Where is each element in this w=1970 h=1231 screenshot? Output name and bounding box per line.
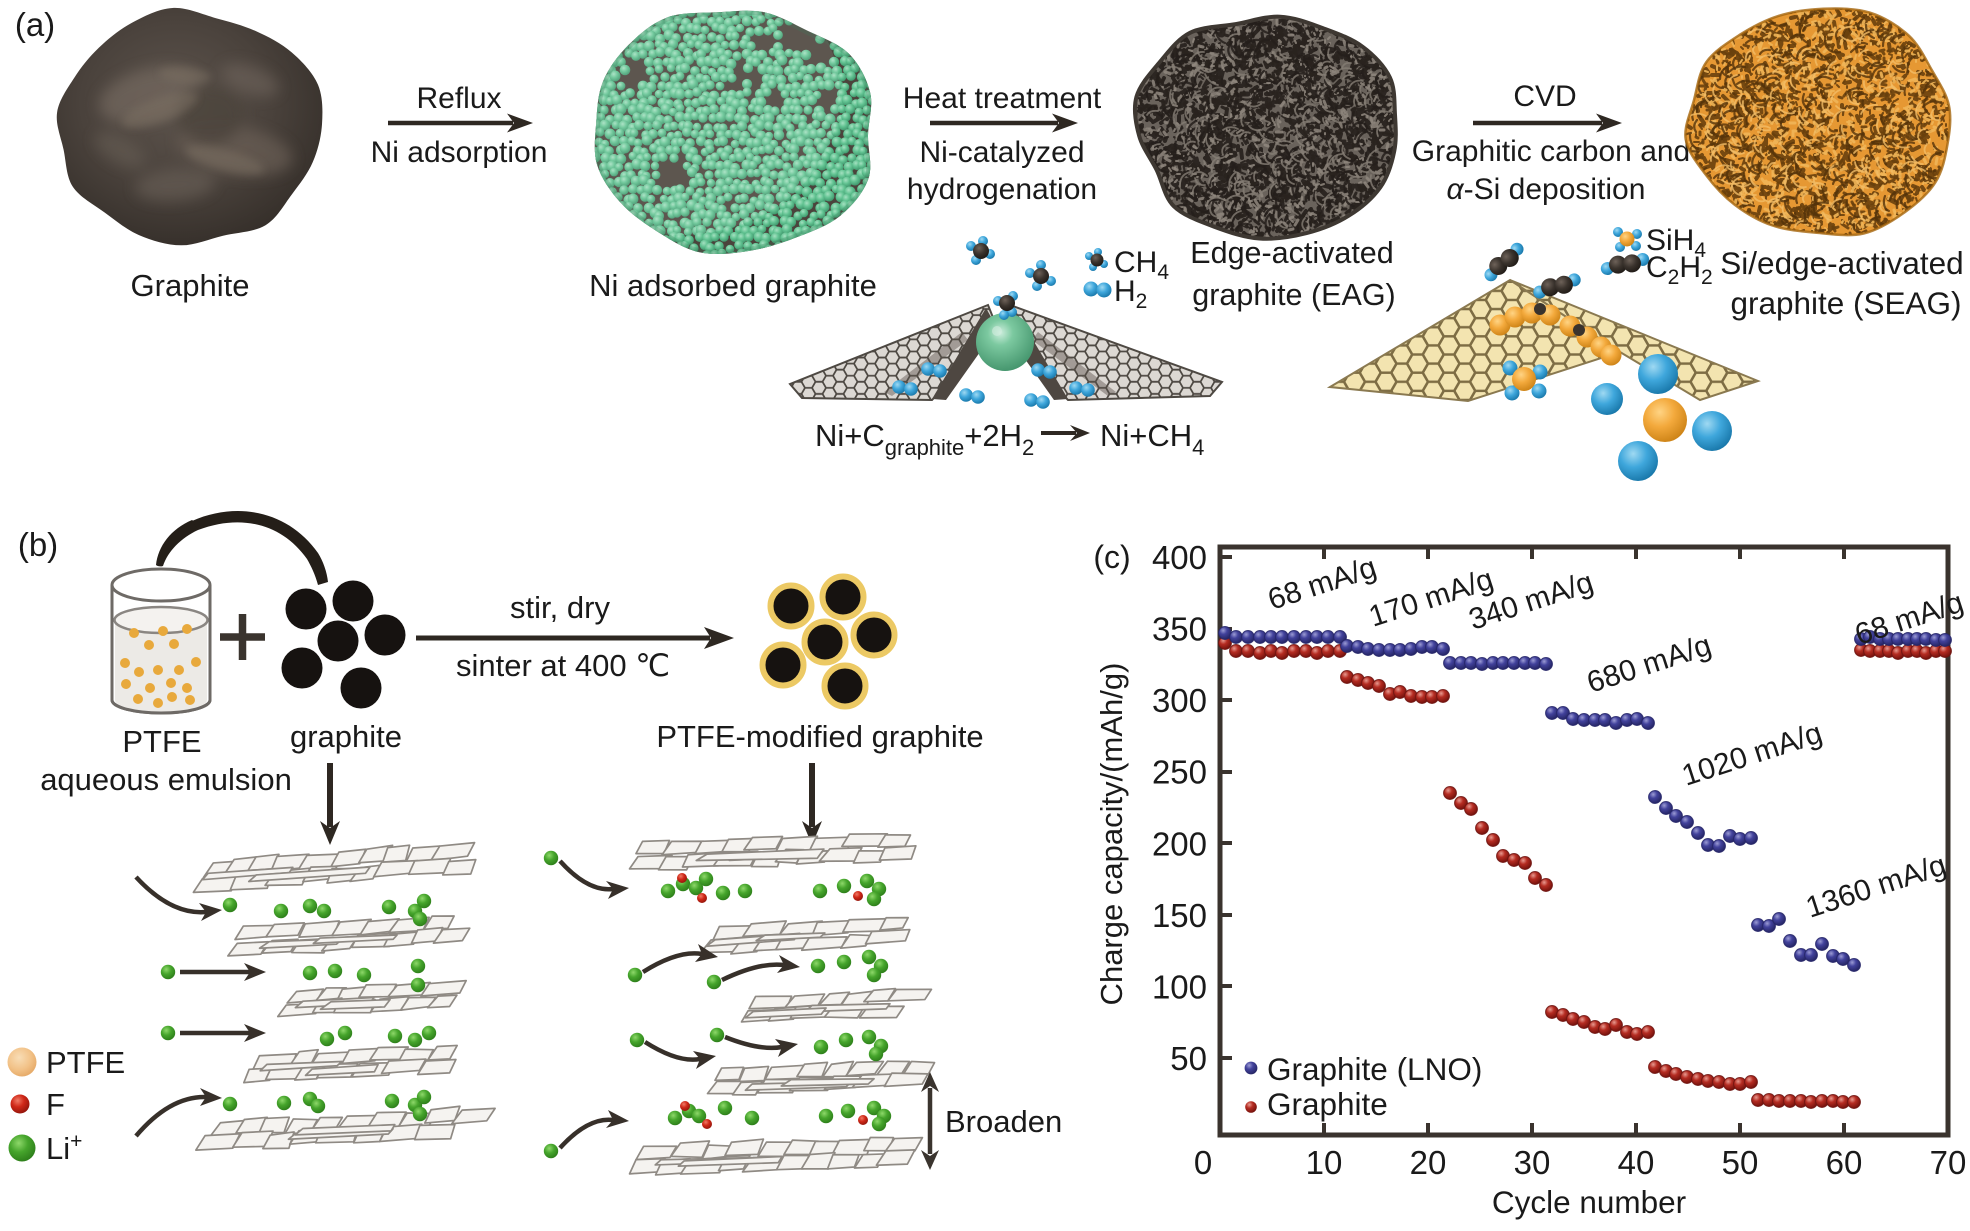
svg-text:graphite: graphite bbox=[290, 719, 402, 754]
svg-text:100: 100 bbox=[1152, 968, 1207, 1005]
svg-text:70: 70 bbox=[1930, 1144, 1967, 1181]
svg-text:0: 0 bbox=[1194, 1144, 1212, 1181]
svg-text:(b): (b) bbox=[18, 526, 58, 563]
svg-text:Cycle number: Cycle number bbox=[1492, 1184, 1686, 1220]
svg-text:350: 350 bbox=[1152, 611, 1207, 648]
svg-text:PTFE-modified graphite: PTFE-modified graphite bbox=[656, 719, 983, 754]
svg-text:PTFE: PTFE bbox=[122, 724, 201, 759]
svg-text:α-Si deposition: α-Si deposition bbox=[1447, 173, 1646, 206]
svg-text:graphite (SEAG): graphite (SEAG) bbox=[1730, 285, 1961, 321]
svg-text:Graphite (LNO): Graphite (LNO) bbox=[1267, 1051, 1482, 1087]
svg-text:60: 60 bbox=[1826, 1144, 1863, 1181]
svg-text:150: 150 bbox=[1152, 897, 1207, 934]
svg-text:400: 400 bbox=[1152, 539, 1207, 576]
svg-text:Reflux: Reflux bbox=[416, 82, 501, 115]
svg-text:10: 10 bbox=[1306, 1144, 1343, 1181]
svg-text:PTFE: PTFE bbox=[46, 1045, 125, 1080]
svg-text:(c): (c) bbox=[1093, 539, 1130, 575]
svg-text:Graphitic carbon and: Graphitic carbon and bbox=[1412, 135, 1691, 168]
svg-text:Si/edge-activated: Si/edge-activated bbox=[1720, 245, 1963, 281]
svg-text:Graphite: Graphite bbox=[1267, 1086, 1388, 1122]
svg-text:Heat treatment: Heat treatment bbox=[903, 82, 1102, 115]
svg-text:CVD: CVD bbox=[1513, 80, 1576, 113]
svg-text:stir, dry: stir, dry bbox=[510, 590, 610, 625]
svg-text:50: 50 bbox=[1170, 1040, 1207, 1077]
svg-text:300: 300 bbox=[1152, 682, 1207, 719]
svg-text:50: 50 bbox=[1722, 1144, 1759, 1181]
svg-text:200: 200 bbox=[1152, 825, 1207, 862]
svg-text:Ni adsorption: Ni adsorption bbox=[371, 136, 548, 169]
svg-text:aqueous emulsion: aqueous emulsion bbox=[40, 762, 292, 797]
svg-text:40: 40 bbox=[1618, 1144, 1655, 1181]
svg-text:Ni-catalyzed: Ni-catalyzed bbox=[919, 136, 1084, 169]
svg-text:hydrogenation: hydrogenation bbox=[907, 173, 1097, 206]
svg-text:30: 30 bbox=[1514, 1144, 1551, 1181]
svg-text:Edge-activated: Edge-activated bbox=[1190, 236, 1393, 270]
svg-text:Graphite: Graphite bbox=[131, 268, 250, 303]
svg-text:F: F bbox=[46, 1087, 65, 1122]
svg-text:(a): (a) bbox=[15, 6, 55, 43]
svg-text:sinter at 400 ℃: sinter at 400 ℃ bbox=[456, 648, 670, 683]
svg-text:Broaden: Broaden bbox=[945, 1104, 1062, 1139]
svg-text:graphite (EAG): graphite (EAG) bbox=[1192, 278, 1395, 312]
svg-text:Ni adsorbed graphite: Ni adsorbed graphite bbox=[589, 268, 877, 303]
svg-text:Charge capacity/(mAh/g): Charge capacity/(mAh/g) bbox=[1094, 663, 1129, 1006]
svg-text:250: 250 bbox=[1152, 754, 1207, 791]
svg-text:20: 20 bbox=[1410, 1144, 1447, 1181]
